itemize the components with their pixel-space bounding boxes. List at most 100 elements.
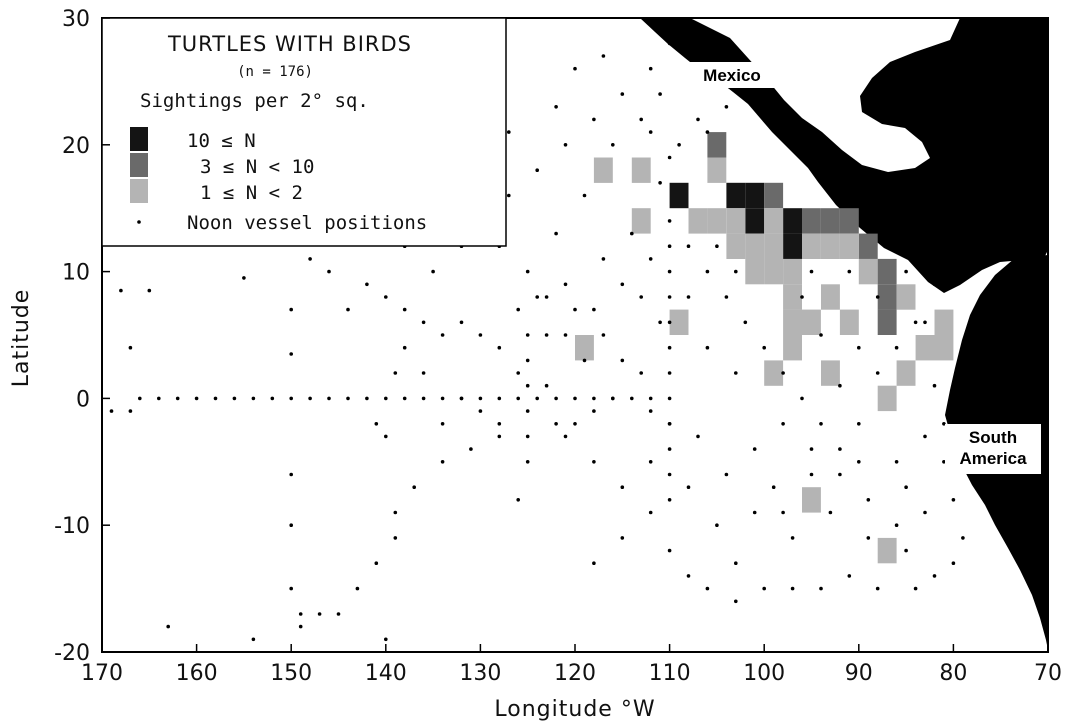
vessel-position-dot: [356, 587, 360, 591]
vessel-position-dot: [394, 371, 398, 375]
vessel-position-dot: [602, 257, 606, 261]
sighting-cell-low: [783, 335, 802, 360]
x-tick-label: 100: [743, 661, 785, 686]
vessel-position-dot: [621, 485, 625, 489]
vessel-position-dot: [687, 485, 691, 489]
vessel-position-dot: [441, 333, 445, 337]
vessel-position-dot: [412, 485, 416, 489]
sighting-cell-low: [745, 234, 764, 259]
vessel-position-dot: [668, 422, 672, 426]
vessel-position-dot: [668, 371, 672, 375]
vessel-position-dot: [526, 359, 530, 363]
vessel-position-dot: [564, 283, 568, 287]
vessel-position-dot: [498, 397, 502, 401]
vessel-position-dot: [649, 257, 653, 261]
y-tick-label: 0: [76, 387, 90, 412]
vessel-position-dot: [526, 384, 530, 388]
sighting-cell-high: [745, 183, 764, 208]
sighting-cell-low: [783, 284, 802, 309]
vessel-position-dot: [573, 422, 577, 426]
x-tick-label: 90: [845, 661, 873, 686]
vessel-position-dot: [289, 308, 293, 312]
vessel-position-dot: [838, 447, 842, 451]
sighting-cell-mid: [878, 284, 897, 309]
vessel-position-dot: [573, 67, 577, 71]
sighting-cell-high: [745, 208, 764, 233]
vessel-position-dot: [639, 371, 643, 375]
vessel-position-dot: [564, 333, 568, 337]
sighting-cell-high: [670, 183, 689, 208]
sighting-cell-low: [726, 234, 745, 259]
vessel-position-dot: [923, 321, 927, 325]
chart-title: TURTLES WITH BIRDS: [167, 32, 412, 56]
vessel-position-dot: [252, 397, 256, 401]
vessel-position-dot: [554, 105, 558, 109]
vessel-position-dot: [725, 473, 729, 477]
vessel-position-dot: [819, 333, 823, 337]
vessel-position-dot: [829, 511, 833, 515]
vessel-position-dot: [545, 384, 549, 388]
vessel-position-dot: [904, 485, 908, 489]
vessel-position-dot: [734, 600, 738, 604]
sighting-cell-low: [802, 487, 821, 512]
vessel-position-dot: [545, 295, 549, 299]
vessel-position-dot: [214, 397, 218, 401]
vessel-position-dot: [687, 244, 691, 248]
vessel-position-dot: [668, 244, 672, 248]
vessel-position-dot: [857, 422, 861, 426]
vessel-position-dot: [668, 295, 672, 299]
vessel-position-dot: [289, 473, 293, 477]
vessel-position-dot: [668, 42, 672, 46]
y-tick-label: -10: [54, 514, 90, 539]
vessel-position-dot: [564, 143, 568, 147]
vessel-position-dot: [668, 447, 672, 451]
vessel-position-dot: [668, 270, 672, 274]
vessel-position-dot: [904, 270, 908, 274]
vessel-position-dot: [658, 92, 662, 96]
vessel-position-dot: [791, 536, 795, 540]
vessel-position-dot: [375, 561, 379, 565]
vessel-position-dot: [649, 397, 653, 401]
vessel-position-dot: [516, 308, 520, 312]
vessel-position-dot: [696, 118, 700, 122]
vessel-position-dot: [384, 638, 388, 642]
vessel-position-dot: [403, 346, 407, 350]
vessel-position-dot: [658, 181, 662, 185]
sighting-cell-low: [802, 310, 821, 335]
vessel-position-dot: [895, 460, 899, 464]
vessel-position-dot: [431, 270, 435, 274]
vessel-position-dot: [422, 371, 426, 375]
x-tick-label: 80: [939, 661, 967, 686]
vessel-position-dot: [725, 105, 729, 109]
vessel-position-dot: [668, 549, 672, 553]
vessel-position-dot: [394, 511, 398, 515]
vessel-position-dot: [148, 289, 152, 293]
vessel-position-dot: [848, 270, 852, 274]
vessel-position-dot: [630, 397, 634, 401]
vessel-position-dot: [554, 422, 558, 426]
vessel-position-dot: [479, 333, 483, 337]
vessel-position-dot: [649, 460, 653, 464]
vessel-position-dot: [535, 295, 539, 299]
vessel-position-dot: [630, 232, 634, 236]
vessel-position-dot: [848, 574, 852, 578]
sighting-cell-low: [840, 310, 859, 335]
sighting-cell-low: [821, 360, 840, 385]
vessel-position-dot: [403, 397, 407, 401]
sighting-cell-low: [632, 208, 651, 233]
sighting-cell-low: [745, 259, 764, 284]
x-tick-label: 130: [459, 661, 501, 686]
vessel-position-dot: [706, 587, 710, 591]
vessel-position-dot: [876, 295, 880, 299]
vessel-position-dot: [516, 371, 520, 375]
vessel-position-dot: [422, 397, 426, 401]
vessel-position-dot: [441, 460, 445, 464]
vessel-position-dot: [583, 359, 587, 363]
vessel-position-dot: [327, 270, 331, 274]
legend-swatch-low: [130, 179, 148, 203]
vessel-position-dot: [166, 625, 170, 629]
x-tick-label: 160: [176, 661, 218, 686]
vessel-position-dot: [318, 612, 322, 616]
vessel-position-dot: [498, 435, 502, 439]
